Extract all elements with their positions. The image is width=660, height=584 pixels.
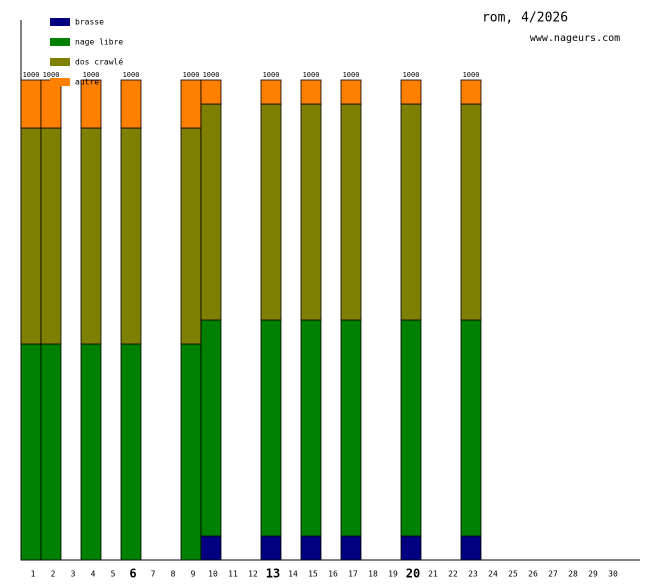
x-tick-label: 12 [248,570,258,579]
bar-segment [460,79,482,105]
legend-swatch [50,78,70,86]
x-tick-label: 29 [588,570,598,579]
bar-segment [200,103,222,321]
bar-segment [460,103,482,321]
bar-segment [120,127,142,345]
bar-segment [20,343,42,561]
bar-segment [40,79,62,129]
x-tick-label: 28 [568,570,578,579]
legend-label: brasse [75,18,104,27]
x-tick-label: 26 [528,570,538,579]
x-tick-label: 7 [151,570,156,579]
x-tick-label: 17 [348,570,358,579]
bar-segment [200,535,222,561]
total-label: 1000 [83,71,100,79]
legend-label: autre [75,78,99,87]
total-label: 1000 [343,71,360,79]
x-tick-label: 25 [508,570,518,579]
bar-segment [180,127,202,345]
bar-segment [80,127,102,345]
bar-segment [20,79,42,129]
x-tick-label: 30 [608,570,618,579]
chart-subtitle: www.nageurs.com [530,33,620,44]
legend-label: dos crawlé [75,57,123,67]
x-tick-label: 13 [266,567,280,581]
bar-segment [400,319,422,537]
x-tick-label: 27 [548,570,558,579]
bar-segment [80,343,102,561]
x-tick-label: 4 [91,570,96,579]
x-tick-label: 6 [129,567,136,581]
total-label: 1000 [23,71,40,79]
x-tick-label: 23 [468,570,478,579]
total-label: 1000 [403,71,420,79]
x-tick-label: 5 [111,570,116,579]
bar-segment [300,535,322,561]
total-label: 1000 [203,71,220,79]
legend-swatch [50,58,70,66]
bar-segment [340,103,362,321]
total-label: 1000 [303,71,320,79]
x-tick-label: 2 [51,570,56,579]
bar-segment [300,103,322,321]
total-label: 1000 [183,71,200,79]
bar-segment [460,535,482,561]
bar-segment [340,535,362,561]
x-tick-label: 15 [308,570,318,579]
bar-segment [260,79,282,105]
bar-segment [200,319,222,537]
bar-segment [40,127,62,345]
total-label: 1000 [43,71,60,79]
x-tick-label: 16 [328,570,338,579]
total-label: 1000 [263,71,280,79]
bar-segment [400,103,422,321]
x-tick-label: 20 [406,567,420,581]
bar-segment [40,343,62,561]
bar-segment [260,535,282,561]
x-tick-label: 10 [208,570,218,579]
bar-segment [460,319,482,537]
bar-segment [260,319,282,537]
x-tick-label: 19 [388,570,398,579]
x-tick-label: 1 [31,570,36,579]
bar-segment [260,103,282,321]
x-tick-label: 8 [171,570,176,579]
legend-swatch [50,38,70,46]
x-tick-label: 11 [228,570,238,579]
x-tick-label: 9 [191,570,196,579]
bar-segment [400,79,422,105]
bar-segment [340,79,362,105]
chart-title: rom, 4/2026 [482,11,568,26]
bar-segment [80,79,102,129]
x-tick-label: 22 [448,570,458,579]
bar-segment [300,319,322,537]
total-label: 1000 [463,71,480,79]
bar-segment [340,319,362,537]
legend-swatch [50,18,70,26]
bar-segment [20,127,42,345]
x-tick-label: 3 [71,570,76,579]
x-tick-label: 24 [488,570,498,579]
bar-segment [180,79,202,129]
bar-segment [180,343,202,561]
legend-label: nage libre [75,38,123,47]
bar-segment [120,343,142,561]
x-tick-label: 14 [288,570,298,579]
bar-segment [200,79,222,105]
bar-segment [120,79,142,129]
total-label: 1000 [123,71,140,79]
x-tick-label: 18 [368,570,378,579]
bar-segment [400,535,422,561]
bar-segment [300,79,322,105]
x-tick-label: 21 [428,570,438,579]
